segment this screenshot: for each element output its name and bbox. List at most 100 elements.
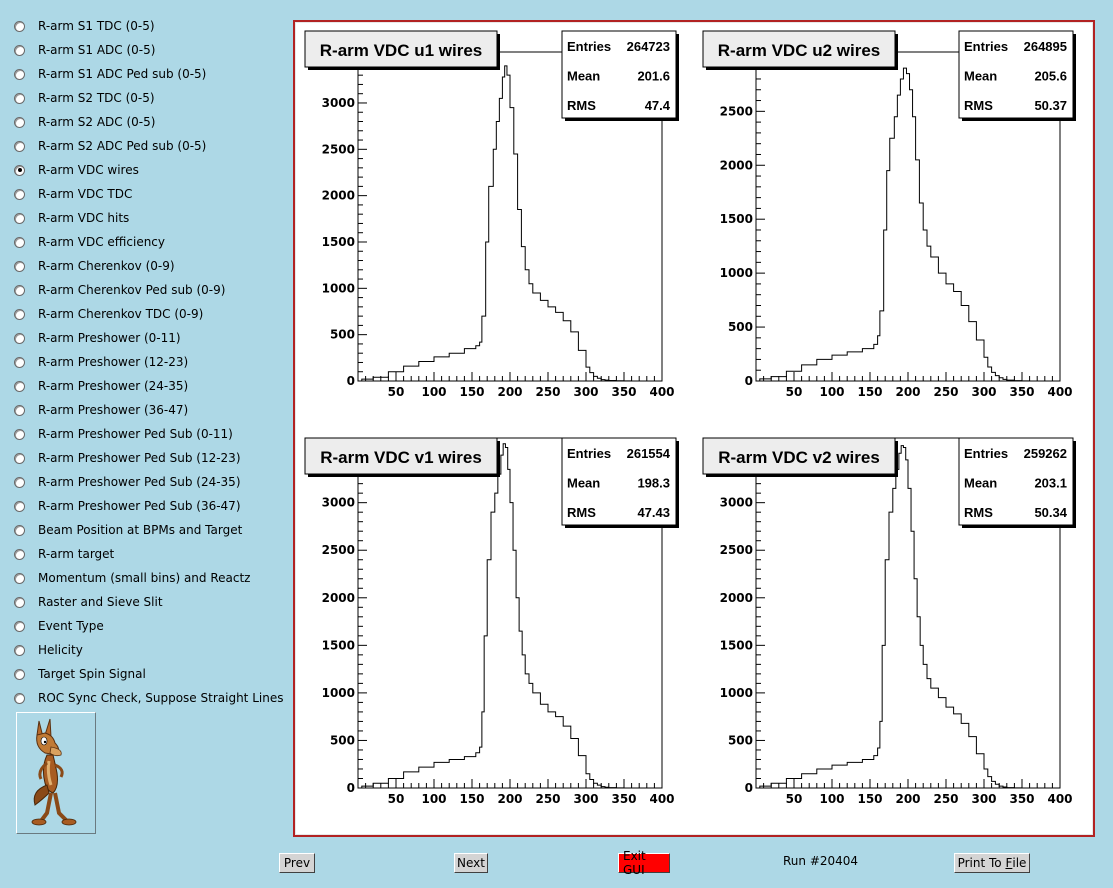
y-tick-label: 2500 [322, 142, 355, 156]
title-box [304, 437, 498, 475]
radio-item[interactable]: R-arm Cherenkov Ped sub (0-9) [14, 278, 284, 302]
radio-item[interactable]: Raster and Sieve Slit [14, 590, 284, 614]
stats-value: 50.37 [1034, 98, 1067, 113]
radio-item[interactable]: R-arm S2 ADC Ped sub (0-5) [14, 134, 284, 158]
stats-value: 259262 [1024, 446, 1067, 461]
y-tick-label: 3000 [322, 96, 355, 110]
next-button[interactable]: Next [454, 853, 488, 873]
radio-button[interactable] [14, 68, 25, 80]
radio-item[interactable]: R-arm Cherenkov (0-9) [14, 254, 284, 278]
radio-button[interactable] [14, 284, 25, 296]
radio-button[interactable] [14, 404, 25, 416]
radio-item[interactable]: Helicity [14, 638, 284, 662]
radio-item[interactable]: R-arm Preshower (24-35) [14, 374, 284, 398]
radio-button[interactable] [14, 500, 25, 512]
x-tick-label: 250 [535, 792, 560, 806]
radio-item[interactable]: R-arm VDC TDC [14, 182, 284, 206]
radio-item[interactable]: R-arm S1 ADC Ped sub (0-5) [14, 62, 284, 86]
y-tick-label: 1500 [720, 212, 753, 226]
radio-item[interactable]: R-arm Preshower Ped Sub (24-35) [14, 470, 284, 494]
radio-button[interactable] [14, 44, 25, 56]
radio-label: R-arm VDC TDC [38, 187, 133, 201]
y-tick-label: 0 [347, 781, 355, 795]
radio-button[interactable] [14, 620, 25, 632]
radio-button[interactable] [14, 20, 25, 32]
radio-item[interactable]: R-arm S1 TDC (0-5) [14, 14, 284, 38]
radio-button[interactable] [14, 524, 25, 536]
radio-label: R-arm Cherenkov TDC (0-9) [38, 307, 204, 321]
radio-button[interactable] [14, 572, 25, 584]
radio-label: R-arm Preshower (36-47) [38, 403, 189, 417]
radio-item[interactable]: R-arm VDC efficiency [14, 230, 284, 254]
radio-item[interactable]: R-arm S1 ADC (0-5) [14, 38, 284, 62]
y-tick-label: 2500 [720, 543, 753, 557]
radio-item[interactable]: R-arm VDC wires [14, 158, 284, 182]
radio-button[interactable] [14, 164, 25, 176]
exit-gui-button[interactable]: Exit GUI [618, 849, 670, 877]
radio-item[interactable]: Beam Position at BPMs and Target [14, 518, 284, 542]
histogram-canvas: 0 500 1000 1500 2000 2500 3000 50 100 150 200 250 30… [293, 20, 1095, 837]
radio-label: R-arm VDC wires [38, 163, 139, 177]
radio-button[interactable] [14, 188, 25, 200]
radio-button[interactable] [14, 308, 25, 320]
title-box [304, 30, 498, 68]
radio-label: Momentum (small bins) and Reactz [38, 571, 251, 585]
radio-button[interactable] [14, 116, 25, 128]
radio-item[interactable]: R-arm Preshower Ped Sub (12-23) [14, 446, 284, 470]
radio-button[interactable] [14, 92, 25, 104]
y-tick-label: 500 [330, 733, 355, 747]
stats-value: 205.6 [1034, 69, 1067, 84]
radio-button[interactable] [14, 212, 25, 224]
radio-button[interactable] [14, 452, 25, 464]
stats-value: 47.43 [637, 505, 670, 520]
stats-box [561, 30, 677, 119]
radio-label: R-arm VDC hits [38, 211, 130, 225]
radio-item[interactable]: R-arm Preshower Ped Sub (36-47) [14, 494, 284, 518]
stats-box [561, 437, 677, 526]
radio-button[interactable] [14, 356, 25, 368]
stats-label: RMS [567, 98, 596, 113]
x-tick-label: 400 [649, 385, 674, 399]
histogram-panel: 0 500 1000 1500 2000 2500 50 100 150 200 250 300 350… [702, 30, 1076, 399]
radio-item[interactable]: Target Spin Signal [14, 662, 284, 686]
radio-button[interactable] [14, 332, 25, 344]
prev-button[interactable]: Prev [279, 853, 315, 873]
radio-button[interactable] [14, 380, 25, 392]
radio-item[interactable]: R-arm target [14, 542, 284, 566]
stats-label: Mean [964, 476, 997, 491]
y-tick-label: 500 [728, 733, 753, 747]
radio-button[interactable] [14, 644, 25, 656]
radio-item[interactable]: R-arm S2 ADC (0-5) [14, 110, 284, 134]
radio-item[interactable]: R-arm Preshower (36-47) [14, 398, 284, 422]
radio-button[interactable] [14, 236, 25, 248]
x-tick-label: 150 [459, 385, 484, 399]
radio-button[interactable] [14, 476, 25, 488]
radio-button[interactable] [14, 548, 25, 560]
radio-item[interactable]: R-arm VDC hits [14, 206, 284, 230]
stats-label: Mean [964, 69, 997, 84]
radio-item[interactable]: R-arm Preshower Ped Sub (0-11) [14, 422, 284, 446]
y-tick-label: 1500 [720, 638, 753, 652]
y-tick-label: 500 [330, 328, 355, 342]
radio-label: R-arm Cherenkov (0-9) [38, 259, 175, 273]
radio-item[interactable]: ROC Sync Check, Suppose Straight Lines [14, 686, 284, 710]
radio-item[interactable]: R-arm Preshower (0-11) [14, 326, 284, 350]
radio-item[interactable]: Event Type [14, 614, 284, 638]
radio-button[interactable] [14, 596, 25, 608]
radio-button[interactable] [14, 428, 25, 440]
radio-button[interactable] [14, 668, 25, 680]
y-tick-label: 0 [745, 374, 753, 388]
coyote-icon [31, 718, 77, 826]
radio-item[interactable]: R-arm Preshower (12-23) [14, 350, 284, 374]
x-tick-label: 50 [388, 792, 405, 806]
radio-button[interactable] [14, 140, 25, 152]
radio-button[interactable] [14, 260, 25, 272]
x-tick-label: 200 [895, 792, 920, 806]
radio-item[interactable]: Momentum (small bins) and Reactz [14, 566, 284, 590]
radio-button[interactable] [14, 692, 25, 704]
radio-item[interactable]: R-arm S2 TDC (0-5) [14, 86, 284, 110]
radio-item[interactable]: R-arm Cherenkov TDC (0-9) [14, 302, 284, 326]
histogram-panel: 0 500 1000 1500 2000 2500 3000 50 100 150 200 250 30… [304, 30, 679, 399]
